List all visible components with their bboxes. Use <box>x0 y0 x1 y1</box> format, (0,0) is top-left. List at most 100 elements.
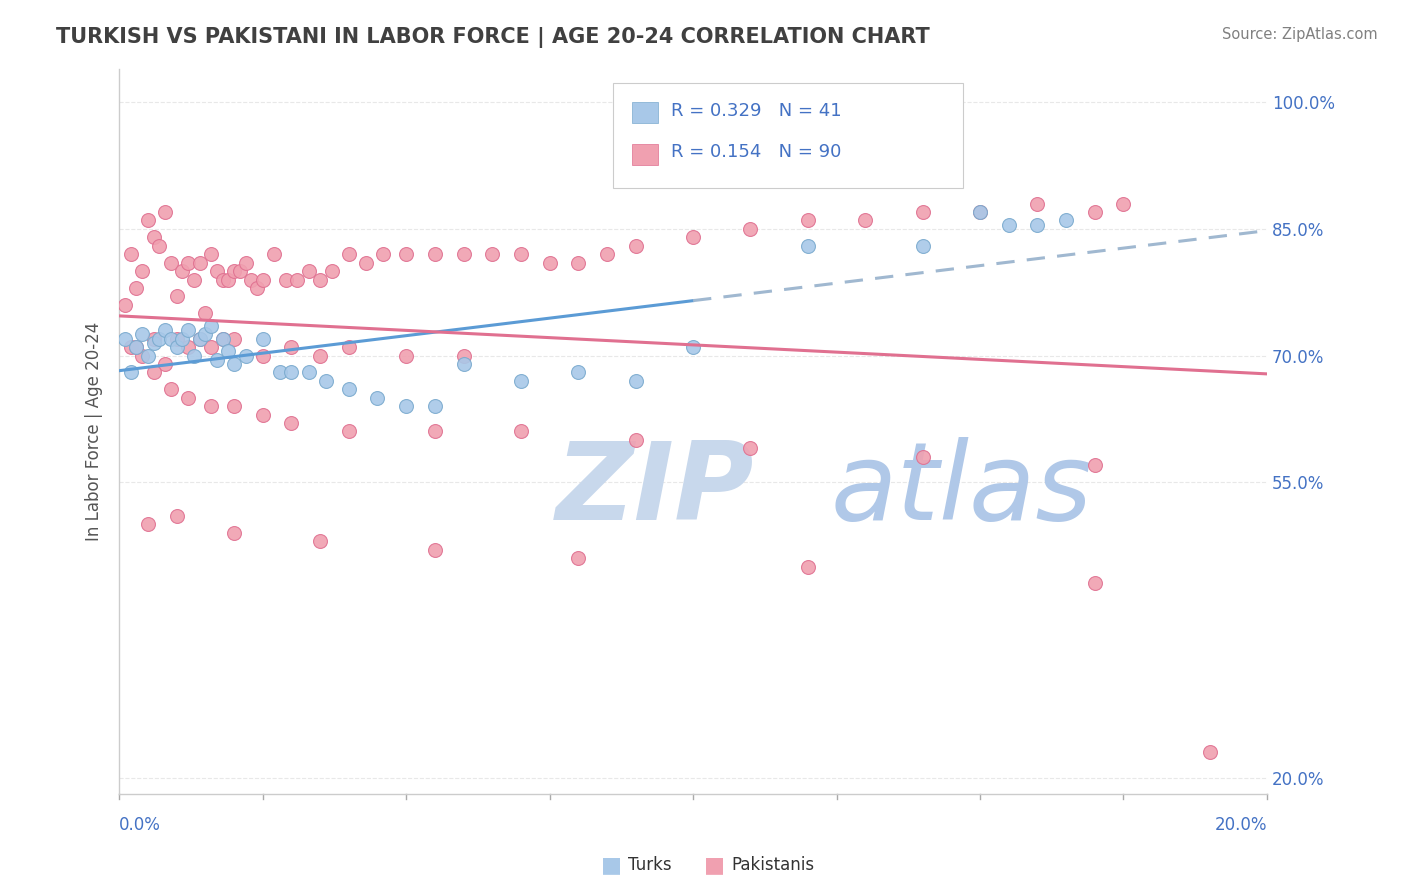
Point <box>510 247 533 261</box>
Point <box>423 542 446 557</box>
Point <box>298 264 321 278</box>
Point <box>235 349 257 363</box>
Point <box>624 433 647 447</box>
Point <box>188 255 211 269</box>
Point <box>1084 576 1107 591</box>
Point <box>160 332 183 346</box>
Point <box>235 255 257 269</box>
Point <box>354 255 377 269</box>
Point <box>194 327 217 342</box>
Point <box>1112 196 1135 211</box>
Point <box>395 399 418 413</box>
Point <box>166 340 188 354</box>
Point <box>510 374 533 388</box>
Point <box>240 272 263 286</box>
Point <box>200 247 222 261</box>
Point <box>395 349 418 363</box>
Point <box>274 272 297 286</box>
Point <box>153 205 176 219</box>
Point <box>797 239 820 253</box>
Point <box>321 264 343 278</box>
Point <box>269 365 291 379</box>
Point <box>453 349 475 363</box>
Point <box>538 255 561 269</box>
Point <box>252 349 274 363</box>
Point <box>1026 218 1049 232</box>
Point <box>114 332 136 346</box>
Point <box>142 335 165 350</box>
Point <box>148 332 170 346</box>
Point <box>682 340 704 354</box>
Point <box>481 247 503 261</box>
Point <box>200 340 222 354</box>
Text: 0.0%: 0.0% <box>120 815 162 833</box>
Point <box>153 323 176 337</box>
Point <box>911 239 934 253</box>
Point <box>160 255 183 269</box>
Point <box>252 408 274 422</box>
Point <box>309 534 332 549</box>
Point <box>183 349 205 363</box>
Point <box>217 344 239 359</box>
Point <box>142 365 165 379</box>
Point <box>205 264 228 278</box>
Point <box>567 551 589 566</box>
Point <box>337 340 360 354</box>
Point <box>177 323 200 337</box>
FancyBboxPatch shape <box>633 145 658 165</box>
Text: R = 0.154   N = 90: R = 0.154 N = 90 <box>671 143 842 161</box>
Point <box>136 213 159 227</box>
Point <box>131 264 153 278</box>
Point <box>423 399 446 413</box>
Point <box>177 391 200 405</box>
Point <box>172 332 194 346</box>
Point <box>125 340 148 354</box>
Point <box>453 357 475 371</box>
Point <box>166 332 188 346</box>
Point <box>337 247 360 261</box>
Point <box>252 272 274 286</box>
Text: R = 0.329   N = 41: R = 0.329 N = 41 <box>671 102 842 120</box>
Point <box>337 425 360 439</box>
Point <box>120 340 142 354</box>
Point <box>309 349 332 363</box>
Point <box>280 416 302 430</box>
Point <box>222 264 245 278</box>
Point <box>624 239 647 253</box>
Point <box>222 357 245 371</box>
Point <box>188 332 211 346</box>
Point <box>194 306 217 320</box>
Text: Pakistanis: Pakistanis <box>731 856 814 874</box>
Point <box>160 382 183 396</box>
Point <box>114 298 136 312</box>
Point <box>222 332 245 346</box>
Point <box>211 332 233 346</box>
Point <box>183 272 205 286</box>
Point <box>510 425 533 439</box>
Point <box>177 255 200 269</box>
Point <box>969 205 991 219</box>
Point <box>142 332 165 346</box>
Point <box>205 352 228 367</box>
Point <box>373 247 395 261</box>
Point <box>682 230 704 244</box>
Point <box>148 239 170 253</box>
Point <box>280 365 302 379</box>
Point <box>217 272 239 286</box>
Point <box>131 327 153 342</box>
Point <box>740 442 762 456</box>
Text: TURKISH VS PAKISTANI IN LABOR FORCE | AGE 20-24 CORRELATION CHART: TURKISH VS PAKISTANI IN LABOR FORCE | AG… <box>56 27 929 48</box>
Point <box>188 332 211 346</box>
Point <box>120 247 142 261</box>
Point <box>166 289 188 303</box>
Point <box>222 525 245 540</box>
Point <box>797 559 820 574</box>
Point <box>740 222 762 236</box>
Point <box>997 218 1019 232</box>
Point <box>211 332 233 346</box>
Point <box>853 213 876 227</box>
Text: atlas: atlas <box>831 437 1092 542</box>
Text: Turks: Turks <box>628 856 672 874</box>
Point <box>263 247 285 261</box>
Point <box>1084 458 1107 473</box>
